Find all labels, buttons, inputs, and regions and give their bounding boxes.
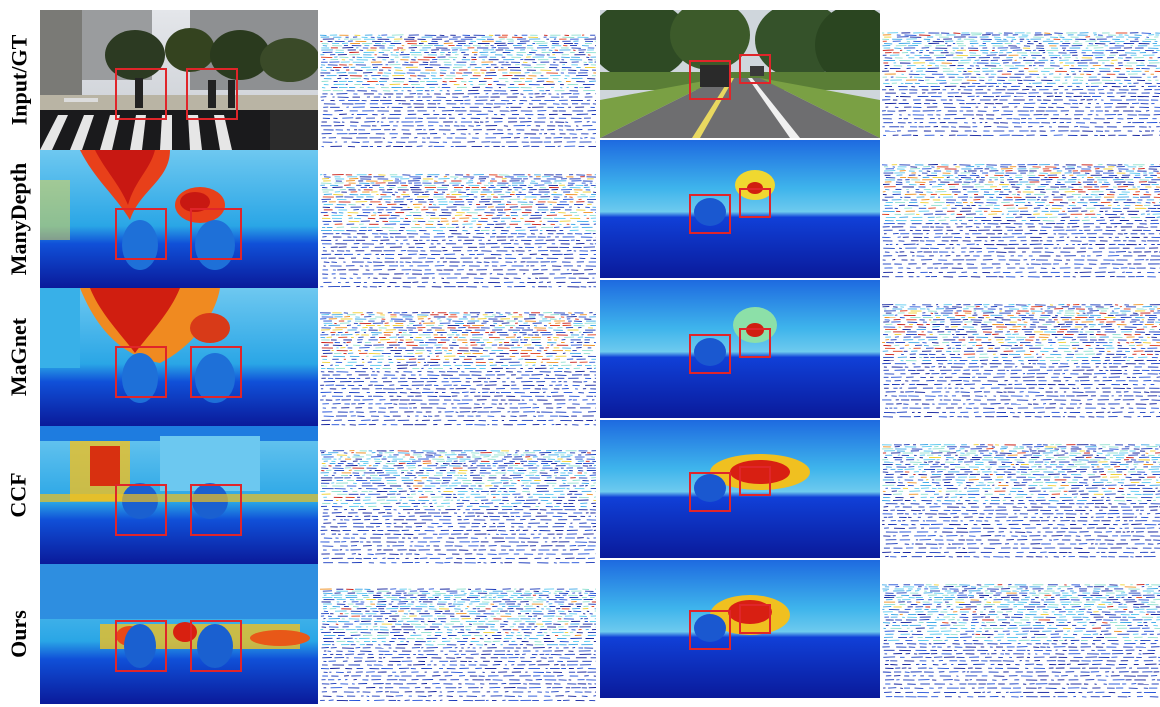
error-map-ours-scene-a bbox=[320, 564, 596, 704]
bbox-car-far bbox=[739, 54, 771, 84]
error-map-gt-scene-a bbox=[320, 10, 596, 150]
bbox-car-far bbox=[739, 604, 771, 634]
row-label-magnet: MaGnet bbox=[6, 317, 32, 397]
depth-map-ccf-scene-b bbox=[600, 420, 880, 558]
bbox-car-near bbox=[689, 472, 731, 512]
bbox-region-2 bbox=[190, 484, 242, 536]
depth-map-manydepth-scene-b bbox=[600, 140, 880, 278]
bbox-car-near bbox=[689, 610, 731, 650]
bbox-car-far bbox=[739, 328, 771, 358]
bbox-region-2 bbox=[190, 346, 242, 398]
depth-map-ccf-scene-a bbox=[40, 426, 318, 564]
depth-map-manydepth-scene-a bbox=[40, 150, 318, 288]
bbox-region-1 bbox=[115, 484, 167, 536]
bbox-region-2 bbox=[190, 208, 242, 260]
row-label-ccf: CCF bbox=[6, 472, 31, 518]
bbox-car-far bbox=[739, 188, 771, 218]
depth-map-magnet-scene-a bbox=[40, 288, 318, 426]
bbox-car-near bbox=[689, 334, 731, 374]
bbox-region-1 bbox=[115, 620, 167, 672]
bbox-cyclist-1 bbox=[115, 68, 167, 120]
row-label-input-gt: Input/GT bbox=[6, 34, 31, 126]
error-map-magnet-scene-a bbox=[320, 288, 596, 426]
depth-map-magnet-scene-b bbox=[600, 280, 880, 418]
bbox-car-near bbox=[689, 194, 731, 234]
error-map-manydepth-scene-a bbox=[320, 150, 596, 288]
bbox-region-1 bbox=[115, 346, 167, 398]
input-image-scene-a bbox=[40, 10, 318, 150]
error-map-ccf-scene-a bbox=[320, 426, 596, 564]
bbox-cyclist-2 bbox=[186, 68, 238, 120]
bbox-car-near bbox=[689, 60, 731, 100]
bbox-region-1 bbox=[115, 208, 167, 260]
bbox-region-2 bbox=[190, 620, 242, 672]
row-label-ours: Ours bbox=[6, 610, 31, 658]
depth-map-ours-scene-b bbox=[600, 560, 880, 698]
row-label-manydepth: ManyDepth bbox=[6, 162, 32, 276]
bbox-car-far bbox=[739, 466, 771, 496]
depth-map-ours-scene-a bbox=[40, 564, 318, 704]
error-map-gt-scene-b bbox=[882, 10, 1160, 138]
input-image-scene-b bbox=[600, 10, 880, 138]
